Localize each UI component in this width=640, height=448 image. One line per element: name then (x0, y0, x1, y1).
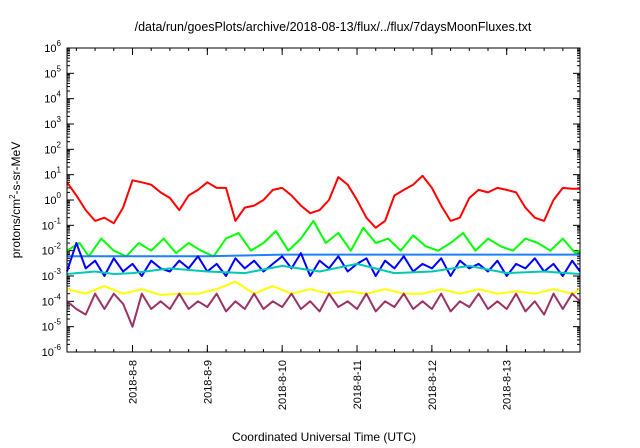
x-tick-label: 2018-8-9 (202, 360, 214, 404)
y-tick-base: 10 (42, 347, 54, 359)
y-tick-exponent: 3 (57, 115, 62, 124)
y-axis-label-part: -s-sr-MeV (9, 142, 23, 195)
y-tick-exponent: 1 (57, 166, 62, 175)
plot-frame (66, 47, 581, 353)
x-axis-label: Coordinated Universal Time (UTC) (232, 430, 416, 444)
y-tick-label: 105 (44, 64, 61, 80)
y-tick-exponent: -5 (54, 318, 62, 327)
y-tick-label: 10-2 (42, 242, 62, 258)
series-line (66, 242, 581, 277)
y-axis-label-part: protons/cm (9, 199, 23, 258)
y-tick-exponent: -6 (54, 343, 62, 352)
y-tick-base: 10 (42, 322, 54, 334)
y-tick-base: 10 (42, 220, 54, 232)
x-tick-label: 2018-8-12 (427, 360, 439, 410)
y-tick-exponent: -3 (54, 267, 62, 276)
series-line (66, 174, 580, 229)
y-tick-label: 10-1 (42, 216, 62, 232)
x-tick-label: 2018-8-8 (127, 360, 139, 404)
y-tick-exponent: 6 (57, 39, 62, 48)
series-line (66, 262, 581, 275)
chart-title: /data/run/goesPlots/archive/2018-08-13/f… (135, 20, 532, 34)
y-tick-label: 10-4 (42, 292, 62, 308)
y-tick-base: 10 (42, 296, 54, 308)
y-tick-label: 10-3 (42, 267, 62, 283)
y-tick-base: 10 (44, 94, 56, 106)
y-axis-ticks: 10-610-510-410-310-210-11001011021031041… (42, 39, 580, 359)
y-tick-exponent: -2 (54, 242, 62, 251)
y-axis-label-superscript: 2 (8, 194, 17, 199)
y-tick-exponent: 0 (57, 191, 62, 200)
y-tick-label: 10-5 (42, 318, 62, 334)
y-tick-exponent: 4 (57, 90, 62, 99)
y-tick-base: 10 (44, 195, 56, 207)
x-axis-ticks: 2018-8-8 2018-8-9 2018-8-10 2018-8-11 2018-8… (75, 48, 564, 410)
y-tick-exponent: 5 (57, 64, 62, 73)
x-tick-label: 2018-8-11 (352, 360, 364, 409)
series-line (66, 219, 581, 258)
y-tick-base: 10 (44, 43, 56, 55)
y-tick-label: 103 (44, 115, 61, 131)
y-tick-label: 106 (44, 39, 61, 55)
x-tick-label: 2018-8-13 (502, 360, 514, 410)
series-line (67, 253, 580, 258)
y-tick-label: 10-6 (42, 343, 62, 359)
series-line (66, 292, 581, 328)
y-tick-label: 101 (44, 166, 61, 182)
y-tick-base: 10 (42, 246, 54, 258)
y-tick-base: 10 (44, 119, 56, 131)
series-line (66, 280, 581, 296)
y-tick-base: 10 (44, 68, 56, 80)
y-tick-exponent: -4 (54, 292, 62, 301)
x-tick-label: 2018-8-10 (277, 360, 289, 410)
y-tick-label: 102 (44, 140, 61, 156)
y-tick-exponent: 2 (57, 140, 62, 149)
y-tick-exponent: -1 (54, 216, 62, 225)
y-tick-base: 10 (42, 271, 54, 283)
y-tick-base: 10 (44, 170, 56, 182)
series-layer (66, 174, 581, 328)
y-tick-label: 104 (44, 90, 61, 106)
y-axis-label: protons/cm2-s-sr-MeV (8, 142, 23, 258)
y-tick-label: 100 (44, 191, 61, 207)
y-tick-base: 10 (44, 144, 56, 156)
